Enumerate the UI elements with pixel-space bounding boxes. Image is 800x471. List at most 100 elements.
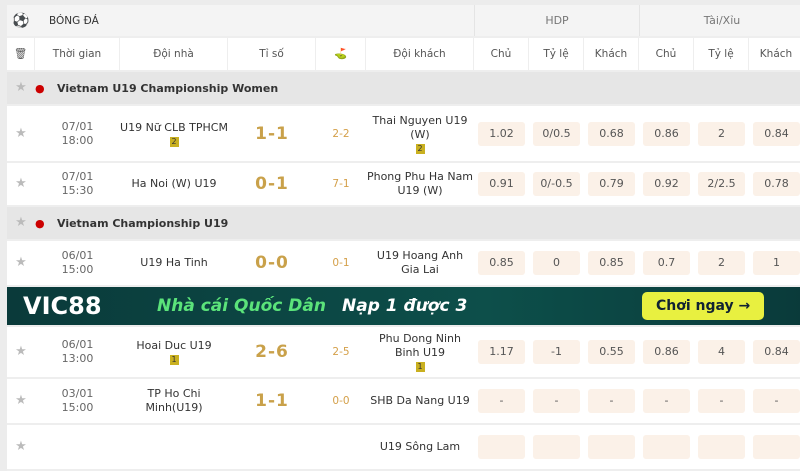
odds-cell[interactable]	[753, 435, 800, 459]
odds-cell[interactable]: -	[753, 389, 800, 413]
odds-cell[interactable]: 0.78	[753, 172, 800, 196]
odds-cell[interactable]: 0.84	[753, 340, 800, 364]
odds-cell[interactable]: -1	[533, 340, 580, 364]
match-row[interactable]: ★ U19 Sông Lam	[7, 425, 800, 471]
odds-cell[interactable]: 0.92	[643, 172, 690, 196]
league-name: Vietnam U19 Championship Women	[57, 81, 279, 95]
sport-title: BÓNG ĐÁ	[49, 14, 99, 27]
banner-logo: VIC88	[23, 292, 102, 320]
league-flag-icon: ●	[35, 216, 45, 230]
odds-cell[interactable]: -	[588, 389, 635, 413]
odds-cell[interactable]: 0.7	[643, 251, 690, 275]
odds-cell[interactable]: 0.84	[753, 121, 800, 146]
odds-cell[interactable]: 0.86	[643, 121, 690, 146]
star-icon[interactable]: ★	[15, 80, 27, 95]
halftime-score: 2-5	[332, 346, 350, 358]
sport-header: ⚽ BÓNG ĐÁ HDP Tài/Xỉu	[7, 5, 800, 38]
banner-promo: Nạp 1 được 3	[342, 296, 468, 316]
match-row[interactable]: ★ 06/01 13:00 Hoai Duc U19 1 2-6 2-5 Phu D…	[7, 327, 800, 379]
odds-cell[interactable]: 1.17	[478, 340, 525, 364]
home-team[interactable]: Hoai Duc U19	[136, 339, 212, 352]
halftime-score: 0-1	[332, 257, 350, 269]
odds-cell[interactable]: 4	[698, 340, 745, 364]
away-team[interactable]: Phu Dong Ninh Binh U19	[379, 332, 461, 359]
odds-cell[interactable]: -	[698, 389, 745, 413]
away-team[interactable]: U19 Hoang Anh Gia Lai	[376, 249, 464, 276]
away-team[interactable]: SHB Da Nang U19	[370, 394, 470, 407]
score	[228, 425, 316, 469]
home-team[interactable]: TP Ho Chi Minh(U19)	[145, 387, 203, 414]
col-time: Thời gian	[35, 38, 120, 70]
col-tx-line: Tỷ lệ	[694, 38, 749, 70]
match-date: 03/01	[61, 387, 94, 400]
match-time: 15:00	[61, 263, 94, 276]
banner-slogan: Nhà cái Quốc Dân	[157, 296, 326, 316]
match-date: 07/01	[61, 170, 94, 183]
col-hdp-home: Chủ	[474, 38, 529, 70]
odds-cell[interactable]: 2	[698, 251, 745, 275]
banner-cta-button[interactable]: Chơi ngay →	[642, 292, 765, 320]
home-team[interactable]: U19 Nữ CLB TPHCM	[120, 120, 228, 134]
league-name: Vietnam Championship U19	[57, 216, 229, 230]
home-team[interactable]: U19 Ha Tinh	[140, 256, 208, 269]
col-home: Đội nhà	[120, 38, 228, 70]
odds-cell[interactable]: 0/-0.5	[533, 172, 580, 196]
col-tx-over: Chủ	[639, 38, 694, 70]
home-badge: 1	[169, 355, 179, 365]
match-row[interactable]: ★ 03/01 15:00 TP Ho Chi Minh(U19) 1-1 0-0…	[7, 379, 800, 425]
column-header: 🗑 Thời gian Đội nhà Tỉ số ⛳ Đội khách Ch…	[7, 38, 800, 72]
away-team[interactable]: Phong Phu Ha Nam U19 (W)	[366, 170, 474, 197]
odds-cell[interactable]	[698, 435, 745, 459]
star-icon[interactable]: ★	[15, 176, 27, 191]
odds-cell[interactable]: 1	[753, 251, 800, 275]
odds-cell[interactable]	[588, 435, 635, 459]
trash-icon[interactable]: 🗑	[7, 38, 35, 70]
match-date: 06/01	[61, 249, 94, 262]
star-icon[interactable]: ★	[15, 393, 27, 408]
odds-cell[interactable]: 0.91	[478, 172, 525, 196]
odds-cell[interactable]: 2/2.5	[698, 172, 745, 196]
odds-cell[interactable]: -	[533, 389, 580, 413]
halftime-score: 2-2	[332, 127, 350, 140]
odds-cell[interactable]: -	[478, 389, 525, 413]
star-icon[interactable]: ★	[15, 344, 27, 359]
match-row[interactable]: ★ 06/01 15:00 U19 Ha Tinh 0-0 0-1 U19 Hoa…	[7, 241, 800, 287]
odds-cell[interactable]: 1.02	[478, 121, 525, 146]
halftime-score	[316, 425, 366, 469]
odds-cell[interactable]: 0/0.5	[533, 121, 580, 146]
match-time: 18:00	[61, 133, 94, 147]
odds-cell[interactable]: 0.85	[588, 251, 635, 275]
odds-cell[interactable]: 0.85	[478, 251, 525, 275]
odds-cell[interactable]: 0.55	[588, 340, 635, 364]
vic88-ad-banner[interactable]: VIC88 Nhà cái Quốc Dân Nạp 1 được 3 Chơi…	[7, 287, 800, 325]
star-icon[interactable]: ★	[15, 439, 27, 454]
home-team[interactable]: Ha Noi (W) U19	[131, 177, 217, 190]
star-icon[interactable]: ★	[15, 125, 27, 141]
halftime-score: 0-0	[332, 395, 350, 407]
odds-cell[interactable]: 0.79	[588, 172, 635, 196]
match-row[interactable]: ★ 07/01 18:00 U19 Nữ CLB TPHCM 2 1-1 2-2 T…	[7, 106, 800, 163]
match-row[interactable]: ★ 07/01 15:30 Ha Noi (W) U19 0-1 7-1 Phon…	[7, 163, 800, 207]
odds-cell[interactable]: -	[643, 389, 690, 413]
star-icon[interactable]: ★	[15, 215, 27, 230]
star-icon[interactable]: ★	[15, 255, 27, 270]
score: 0-0	[255, 253, 289, 273]
odds-cell[interactable]: 0.68	[588, 121, 635, 146]
odds-cell[interactable]: 2	[698, 121, 745, 146]
league-header[interactable]: ★ ● Vietnam U19 Championship Women	[7, 72, 800, 106]
odds-table: ⚽ BÓNG ĐÁ HDP Tài/Xỉu 🗑 Thời gian Đội nh…	[7, 5, 800, 471]
odds-cell[interactable]	[478, 435, 525, 459]
col-tx-under: Khách	[749, 38, 800, 70]
away-team[interactable]: U19 Sông Lam	[379, 440, 461, 453]
odds-cell[interactable]: 0.86	[643, 340, 690, 364]
odds-cell[interactable]: 0	[533, 251, 580, 275]
match-date: 07/01	[61, 119, 94, 133]
halftime-icon: ⛳	[316, 38, 366, 70]
away-team[interactable]: Thai Nguyen U19 (W)	[372, 113, 468, 141]
league-header[interactable]: ★ ● Vietnam Championship U19	[7, 207, 800, 241]
taixiu-header: Tài/Xỉu	[639, 5, 800, 36]
odds-cell[interactable]	[643, 435, 690, 459]
odds-cell[interactable]	[533, 435, 580, 459]
score: 2-6	[255, 342, 289, 362]
away-badge: 2	[415, 143, 425, 154]
